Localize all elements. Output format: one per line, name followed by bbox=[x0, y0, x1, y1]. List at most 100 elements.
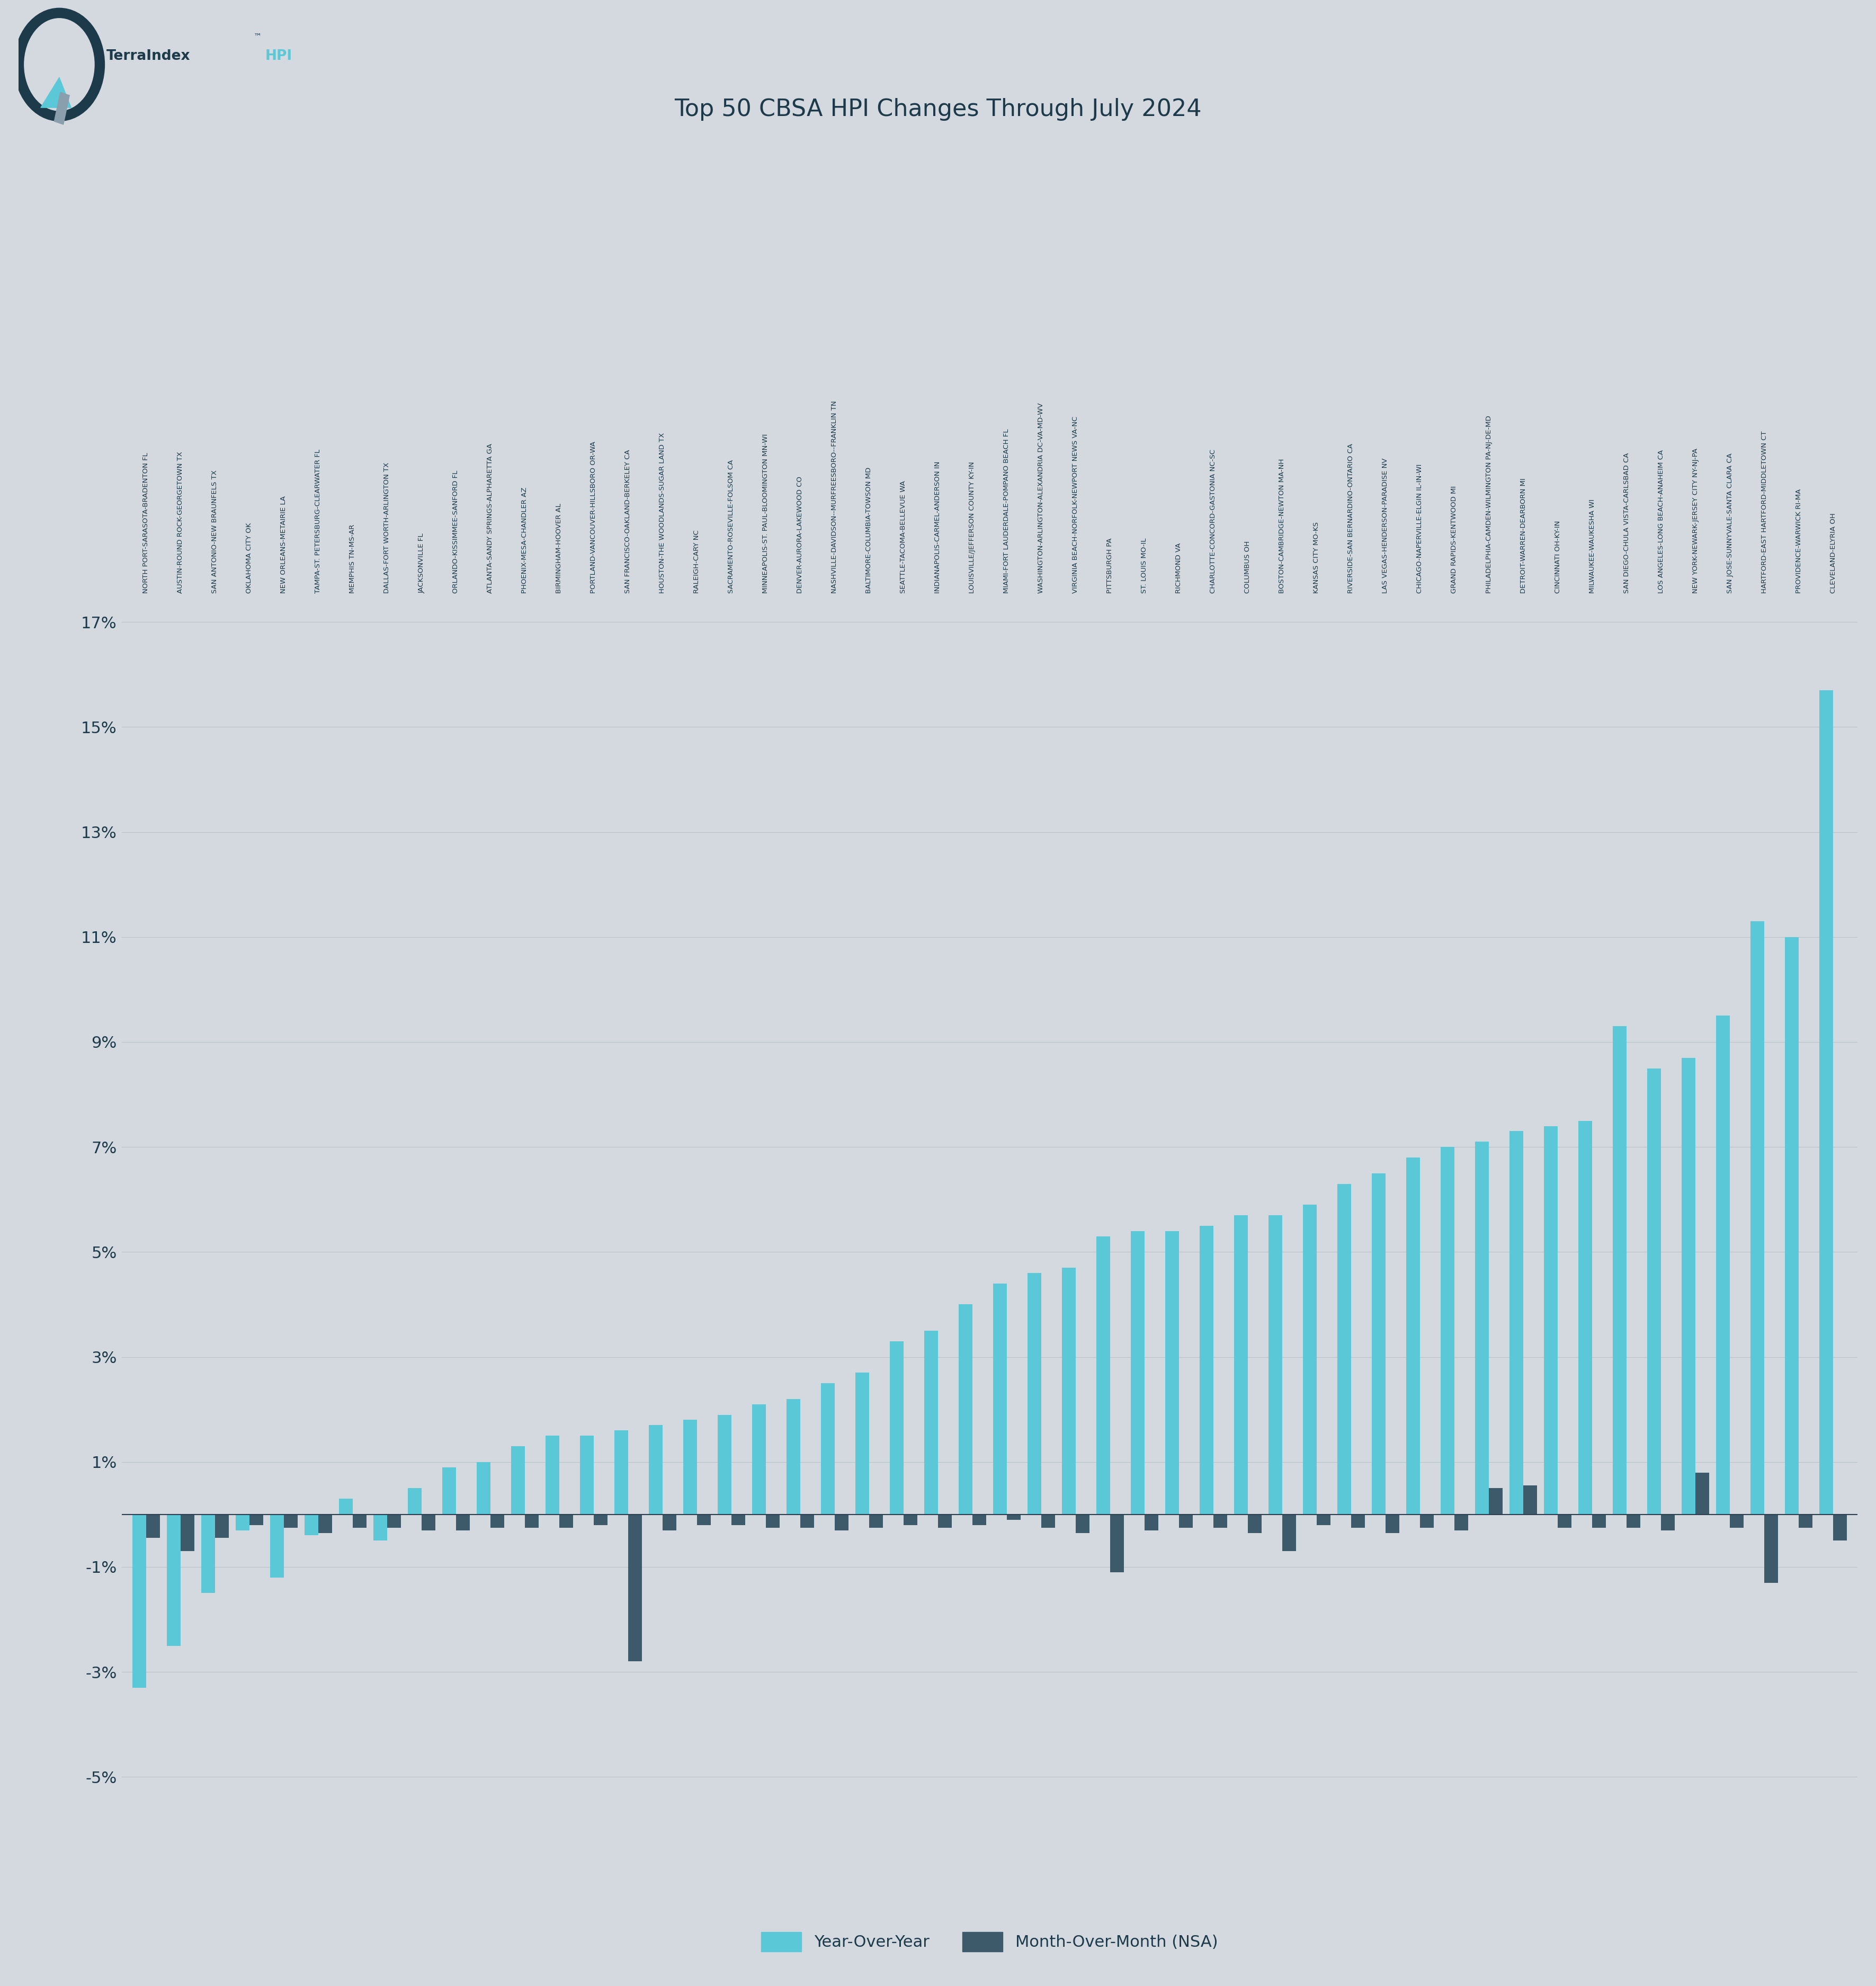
Text: DALLAS-FORT WORTH-ARLINGTON TX: DALLAS-FORT WORTH-ARLINGTON TX bbox=[383, 463, 390, 594]
Bar bbox=[1696, 1472, 1709, 1515]
Bar bbox=[1131, 1231, 1144, 1515]
Bar bbox=[1386, 1515, 1399, 1533]
Bar bbox=[216, 1515, 229, 1537]
Text: MIAMI-FORT LAUDERDALE-POMPANO BEACH FL: MIAMI-FORT LAUDERDALE-POMPANO BEACH FL bbox=[1004, 429, 1011, 594]
Text: ST. LOUIS MO-IL: ST. LOUIS MO-IL bbox=[1141, 538, 1148, 594]
Bar bbox=[1578, 1120, 1593, 1515]
Bar bbox=[1820, 691, 1833, 1515]
Text: DENVER-AURORA-LAKEWOOD CO: DENVER-AURORA-LAKEWOOD CO bbox=[797, 477, 803, 594]
Bar bbox=[662, 1515, 675, 1529]
Bar bbox=[283, 1515, 298, 1527]
Text: INDIANAPOLIS-CARMEL-ANDERSON IN: INDIANAPOLIS-CARMEL-ANDERSON IN bbox=[934, 461, 942, 594]
Bar bbox=[786, 1398, 801, 1515]
Bar bbox=[801, 1515, 814, 1527]
Text: NASHVILLE-DAVIDSON--MURFREESBORO--FRANKLIN TN: NASHVILLE-DAVIDSON--MURFREESBORO--FRANKL… bbox=[831, 401, 839, 594]
Polygon shape bbox=[41, 77, 71, 107]
Bar bbox=[613, 1430, 628, 1515]
Bar bbox=[649, 1426, 662, 1515]
Bar bbox=[628, 1515, 642, 1662]
Bar bbox=[270, 1515, 283, 1577]
Bar bbox=[304, 1515, 319, 1535]
Bar bbox=[546, 1436, 559, 1515]
Bar bbox=[1111, 1515, 1124, 1573]
Text: GRAND RAPIDS-KENTWOOD MI: GRAND RAPIDS-KENTWOOD MI bbox=[1450, 485, 1458, 594]
Text: BIRMINGHAM-HOOVER AL: BIRMINGHAM-HOOVER AL bbox=[555, 502, 563, 594]
Text: DETROIT-WARREN-DEARBORN MI: DETROIT-WARREN-DEARBORN MI bbox=[1520, 479, 1527, 594]
Text: PROVIDENCE-WARWICK RI-MA: PROVIDENCE-WARWICK RI-MA bbox=[1795, 489, 1803, 594]
Bar bbox=[992, 1283, 1007, 1515]
Text: ATLANTA-SANDY SPRINGS-ALPHARETTA GA: ATLANTA-SANDY SPRINGS-ALPHARETTA GA bbox=[488, 443, 493, 594]
Bar bbox=[1544, 1126, 1557, 1515]
Bar bbox=[340, 1499, 353, 1515]
Bar bbox=[1407, 1158, 1420, 1515]
Bar bbox=[1593, 1515, 1606, 1527]
Bar bbox=[1454, 1515, 1469, 1529]
Bar bbox=[580, 1436, 593, 1515]
Bar bbox=[236, 1515, 250, 1529]
Bar bbox=[510, 1446, 525, 1515]
Bar bbox=[1178, 1515, 1193, 1527]
Text: WASHINGTON-ARLINGTON-ALEXANDRIA DC-VA-MD-WV: WASHINGTON-ARLINGTON-ALEXANDRIA DC-VA-MD… bbox=[1037, 403, 1045, 594]
Text: SAN DIEGO-CHULA VISTA-CARLSBAD CA: SAN DIEGO-CHULA VISTA-CARLSBAD CA bbox=[1623, 453, 1630, 594]
Text: NORTH PORT-SARASOTA-BRADENTON FL: NORTH PORT-SARASOTA-BRADENTON FL bbox=[143, 453, 150, 594]
Bar bbox=[938, 1515, 951, 1527]
Bar bbox=[1475, 1142, 1490, 1515]
Text: RICHMOND VA: RICHMOND VA bbox=[1176, 542, 1182, 594]
Bar bbox=[1750, 922, 1763, 1515]
Bar bbox=[386, 1515, 401, 1527]
Bar bbox=[1626, 1515, 1640, 1527]
Bar bbox=[752, 1404, 765, 1515]
Bar bbox=[1317, 1515, 1330, 1525]
Text: SACRAMENTO-ROSEVILLE-FOLSOM CA: SACRAMENTO-ROSEVILLE-FOLSOM CA bbox=[728, 459, 735, 594]
Bar bbox=[1199, 1225, 1214, 1515]
Text: COLUMBUS OH: COLUMBUS OH bbox=[1244, 540, 1251, 594]
Bar bbox=[1283, 1515, 1296, 1551]
Text: CHARLOTTE-CONCORD-GASTONIA NC-SC: CHARLOTTE-CONCORD-GASTONIA NC-SC bbox=[1210, 449, 1218, 594]
Bar bbox=[1214, 1515, 1227, 1527]
Bar bbox=[373, 1515, 386, 1541]
Bar bbox=[1371, 1174, 1386, 1515]
Bar bbox=[1784, 937, 1799, 1515]
Text: JACKSONVILLE FL: JACKSONVILLE FL bbox=[418, 532, 426, 594]
Text: SAN ANTONIO-NEW BRAUNFELS TX: SAN ANTONIO-NEW BRAUNFELS TX bbox=[212, 471, 218, 594]
Bar bbox=[732, 1515, 745, 1525]
Bar bbox=[559, 1515, 572, 1527]
Bar bbox=[1234, 1215, 1248, 1515]
Text: RIVERSIDE-SAN BERNARDINO-ONTARIO CA: RIVERSIDE-SAN BERNARDINO-ONTARIO CA bbox=[1347, 443, 1354, 594]
Bar bbox=[1799, 1515, 1812, 1527]
Bar bbox=[696, 1515, 711, 1525]
Text: HOUSTON-THE WOODLANDS-SUGAR LAND TX: HOUSTON-THE WOODLANDS-SUGAR LAND TX bbox=[658, 433, 666, 594]
Text: MILWAUKEE-WAUKESHA WI: MILWAUKEE-WAUKESHA WI bbox=[1589, 498, 1596, 594]
Legend: Year-Over-Year, Month-Over-Month (NSA): Year-Over-Year, Month-Over-Month (NSA) bbox=[754, 1924, 1225, 1958]
Bar bbox=[407, 1488, 422, 1515]
Bar bbox=[250, 1515, 263, 1525]
Bar bbox=[180, 1515, 195, 1551]
Bar bbox=[683, 1420, 696, 1515]
Bar bbox=[822, 1382, 835, 1515]
Bar bbox=[1041, 1515, 1054, 1527]
Text: MEMPHIS TN-MS-AR: MEMPHIS TN-MS-AR bbox=[349, 524, 356, 594]
Text: CLEVELAND-ELYRIA OH: CLEVELAND-ELYRIA OH bbox=[1829, 512, 1837, 594]
Bar bbox=[1248, 1515, 1261, 1533]
Text: KANSAS CITY MO-KS: KANSAS CITY MO-KS bbox=[1313, 522, 1321, 594]
Bar bbox=[443, 1468, 456, 1515]
Bar bbox=[719, 1414, 732, 1515]
Bar bbox=[1144, 1515, 1157, 1529]
Text: CHICAGO-NAPERVILLE-ELGIN IL-IN-WI: CHICAGO-NAPERVILLE-ELGIN IL-IN-WI bbox=[1416, 463, 1424, 594]
Text: PHOENIX-MESA-CHANDLER AZ: PHOENIX-MESA-CHANDLER AZ bbox=[522, 487, 529, 594]
Bar bbox=[1351, 1515, 1366, 1527]
Text: BALTIMORE-COLUMBIA-TOWSON MD: BALTIMORE-COLUMBIA-TOWSON MD bbox=[865, 467, 872, 594]
Bar bbox=[765, 1515, 780, 1527]
Text: LOS ANGELES-LONG BEACH-ANAHEIM CA: LOS ANGELES-LONG BEACH-ANAHEIM CA bbox=[1658, 449, 1664, 594]
Bar bbox=[1062, 1267, 1075, 1515]
Bar bbox=[201, 1515, 216, 1593]
Bar bbox=[904, 1515, 917, 1525]
Bar bbox=[525, 1515, 538, 1527]
Text: CINCINNATI OH-KY-IN: CINCINNATI OH-KY-IN bbox=[1553, 520, 1561, 594]
Text: SAN FRANCISCO-OAKLAND-BERKELEY CA: SAN FRANCISCO-OAKLAND-BERKELEY CA bbox=[625, 449, 632, 594]
Bar bbox=[959, 1305, 972, 1515]
Bar bbox=[319, 1515, 332, 1533]
Bar bbox=[1028, 1273, 1041, 1515]
Text: ORLANDO-KISSIMMEE-SANFORD FL: ORLANDO-KISSIMMEE-SANFORD FL bbox=[452, 471, 460, 594]
Bar bbox=[1763, 1515, 1778, 1583]
